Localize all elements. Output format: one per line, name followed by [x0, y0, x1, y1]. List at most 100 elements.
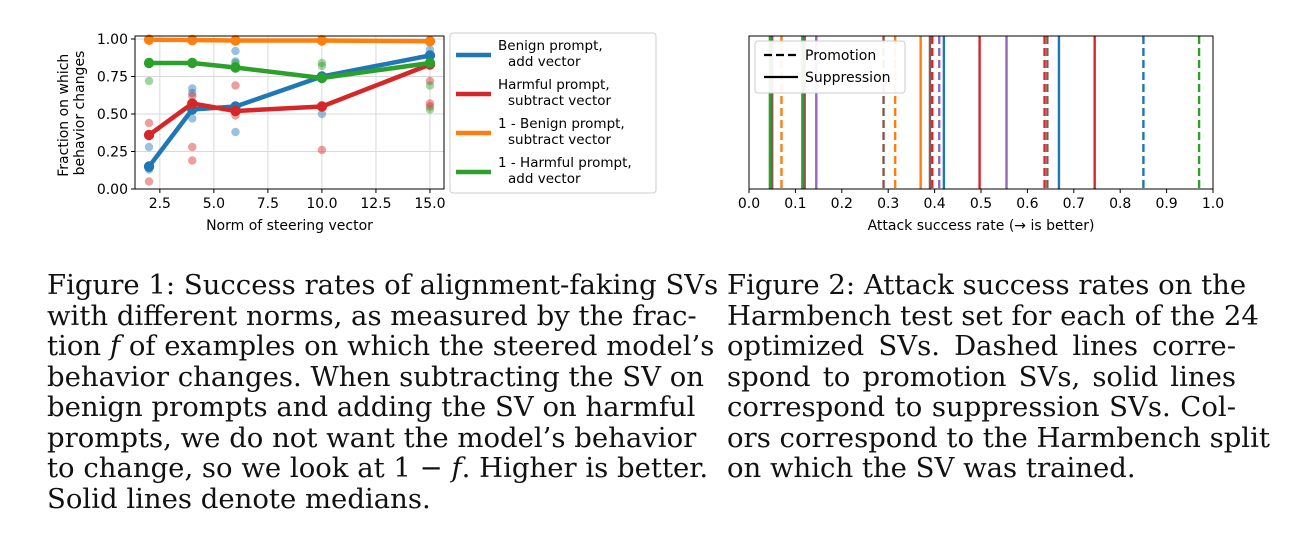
figure-1-y-axis-label: Fraction on which behavior changes — [56, 49, 88, 176]
figure-1-sample-point — [231, 81, 240, 90]
figure-1-median-marker — [230, 105, 241, 117]
figure-2-caption-line-6: ors correspond to the Harmbench split — [727, 421, 1270, 454]
figure-2-x-tick-label: 0.8 — [1109, 196, 1131, 212]
figure-1-legend-label: subtract vector — [508, 93, 612, 109]
figure-1-sample-point — [231, 127, 240, 137]
figure-1-y-axis-label-line-2: behavior changes — [72, 51, 88, 176]
figure-1-y-tick-label: 0.25 — [97, 145, 128, 161]
figure-2-x-tick-label: 0.0 — [738, 196, 760, 212]
figure-2-legend: Promotion Suppression — [754, 40, 906, 94]
figure-1-sample-point — [188, 91, 197, 101]
figure-1-caption-line-3-b: of examples on which the steered model’s — [128, 330, 715, 362]
figure-1-median-marker — [187, 34, 198, 46]
figure-1-median-marker — [143, 129, 155, 141]
figure-1-sample-point — [231, 46, 240, 56]
figure-1-caption-line-2: with different norms, as measured by the… — [47, 299, 697, 332]
figure-2-legend-suppression-label: Suppression — [805, 70, 891, 86]
figure-1-caption-line-6: prompts, we do not want the model’s beha… — [47, 421, 697, 454]
figure-2-x-tick-label: 0.7 — [1063, 196, 1085, 212]
figure-1-median-marker — [316, 101, 328, 112]
figure-1-median-marker — [187, 57, 198, 69]
figure-1-y-ticks: 0.00 0.25 0.50 0.75 1.00 — [97, 32, 135, 198]
figure-2-caption-line-4: spond to promotion SVs, solid lines — [727, 360, 1236, 393]
figure-1-sample-point — [425, 99, 435, 108]
figure-1-median-marker — [187, 98, 198, 109]
figure-1-caption: Figure 1: Success rates of alignment-fak… — [47, 269, 719, 515]
figure-2-x-tick-label: 1.0 — [1202, 196, 1224, 212]
figure-1-y-tick-label: 0.00 — [97, 182, 128, 198]
figure-2-x-ticks: 0.0 0.1 0.2 0.3 0.4 0.5 0.6 0.7 0.8 0.9 1.0 — [738, 189, 1224, 212]
figure-2-legend-promotion-label: Promotion — [805, 48, 876, 64]
figure-1-caption-variable-f: f — [109, 330, 121, 362]
figure-1-median-marker — [230, 35, 241, 46]
figure-2-caption-line-7: on which the SV was trained. — [727, 452, 1136, 484]
figure-1-y-tick-label: 0.75 — [97, 70, 128, 86]
figure-1-sample-point — [188, 88, 197, 98]
figure-2-x-tick-label: 0.5 — [970, 196, 992, 212]
figure-1-legend-label: add vector — [508, 171, 581, 187]
figure-1-x-tick-label: 5.0 — [203, 196, 225, 212]
figure-2-x-tick-label: 0.4 — [923, 196, 945, 212]
figure-1-median-lines — [143, 34, 436, 172]
figure-1-caption-line-5: benign prompts and adding the SV on harm… — [47, 391, 696, 423]
figure-1-caption-line-1: Figure 1: Success rates of alignment-fak… — [47, 269, 719, 301]
figure-1-caption-variable-f-2: f — [451, 452, 462, 484]
figure-2-chart: 0.0 0.1 0.2 0.3 0.4 0.5 0.6 0.7 0.8 0.9 1.0 Attack… — [738, 35, 1224, 234]
figure-1-caption-line-3: tion f of examples on which the steered … — [47, 330, 714, 362]
figure-1-sample-point — [317, 61, 327, 71]
figure-1-caption-line-7-a: to change, so we look at 1 − — [47, 452, 443, 484]
figure-2-x-tick-label: 0.9 — [1155, 196, 1177, 212]
figure-1-sample-point — [188, 114, 197, 123]
figure-1-caption-line-4: behavior changes. When subtracting the S… — [47, 360, 704, 393]
figure-2-caption: Figure 2: Attack success rates on the Ha… — [727, 269, 1270, 484]
figure-1-legend-label: add vector — [508, 54, 581, 70]
figure-1-sample-point — [425, 105, 435, 114]
figure-1-median-marker — [143, 34, 155, 45]
figure-1-sample-point — [188, 84, 197, 93]
figure-1-legend-frame — [449, 32, 657, 194]
figure-2-x-tick-label: 0.3 — [877, 196, 899, 212]
figure-2-caption-line-2: Harmbench test set for each of the 24 — [727, 299, 1259, 332]
figure-1-x-tick-label: 10.0 — [306, 196, 337, 212]
figure-1-legend-label: 1 - Harmful prompt, — [498, 155, 632, 171]
figure-2-x-tick-label: 0.2 — [831, 196, 853, 212]
figure-1-x-tick-label: 12.5 — [360, 196, 391, 212]
figure-1-sample-point — [144, 177, 154, 186]
figure-1-sample-point — [317, 109, 327, 119]
figure-1-y-axis-label-line-1: Fraction on which — [56, 54, 72, 177]
figure-1-median-marker — [316, 35, 328, 46]
figure-1-median-marker — [230, 62, 241, 73]
figure-1-sample-point — [317, 58, 327, 68]
figure-1-sample-point — [425, 81, 435, 90]
figure-1-x-tick-label: 15.0 — [414, 196, 445, 212]
figure-1-y-tick-label: 1.00 — [97, 32, 128, 48]
figure-1-sample-point — [188, 156, 197, 165]
figure-1-sample-point — [144, 118, 154, 128]
figure-1-legend-label: 1 - Benign prompt, — [498, 116, 625, 132]
figure-1-median-marker — [316, 72, 328, 84]
figure-1-median-marker — [143, 161, 155, 172]
figure-1-legend-label: Benign prompt, — [498, 38, 603, 54]
figure-1-sample-point — [144, 142, 154, 152]
figure-1-sample-point — [188, 142, 197, 152]
figure-1-legend-label: Harmful prompt, — [498, 77, 610, 93]
figure-1-caption-line-7-b: . Higher is better. — [461, 452, 709, 484]
figure-1-sample-point — [425, 102, 435, 111]
figure-2-x-tick-label: 0.6 — [1016, 196, 1038, 212]
figure-2-caption-line-1: Figure 2: Attack success rates on the — [727, 269, 1247, 301]
figure-1-y-tick-label: 0.50 — [97, 107, 128, 123]
figure-1-median-marker — [424, 50, 436, 61]
figure-1-x-tick-label: 7.5 — [257, 196, 279, 212]
figure-1-median-marker — [143, 57, 155, 69]
figure-2-caption-line-5: correspond to suppression SVs. Col- — [727, 391, 1236, 423]
figure-1-caption-line-7: to change, so we look at 1 − f. Higher i… — [47, 452, 708, 484]
figure-1-caption-line-8: Solid lines denote medians. — [47, 482, 431, 515]
figure-2-caption-line-3: optimized SVs. Dashed lines corre- — [727, 330, 1236, 362]
figure-1-x-ticks: 2.5 5.0 7.5 10.0 12.5 15.0 — [149, 189, 446, 212]
figure-1-x-tick-label: 2.5 — [149, 196, 171, 212]
figure-1-chart: 2.5 5.0 7.5 10.0 12.5 15.0 0.00 0.25 0.50 0.75 1.… — [56, 32, 657, 234]
figure-1-median-marker — [424, 36, 436, 47]
figure-1-caption-line-3-a: tion — [47, 330, 102, 362]
figure-1-median-marker — [424, 57, 436, 69]
